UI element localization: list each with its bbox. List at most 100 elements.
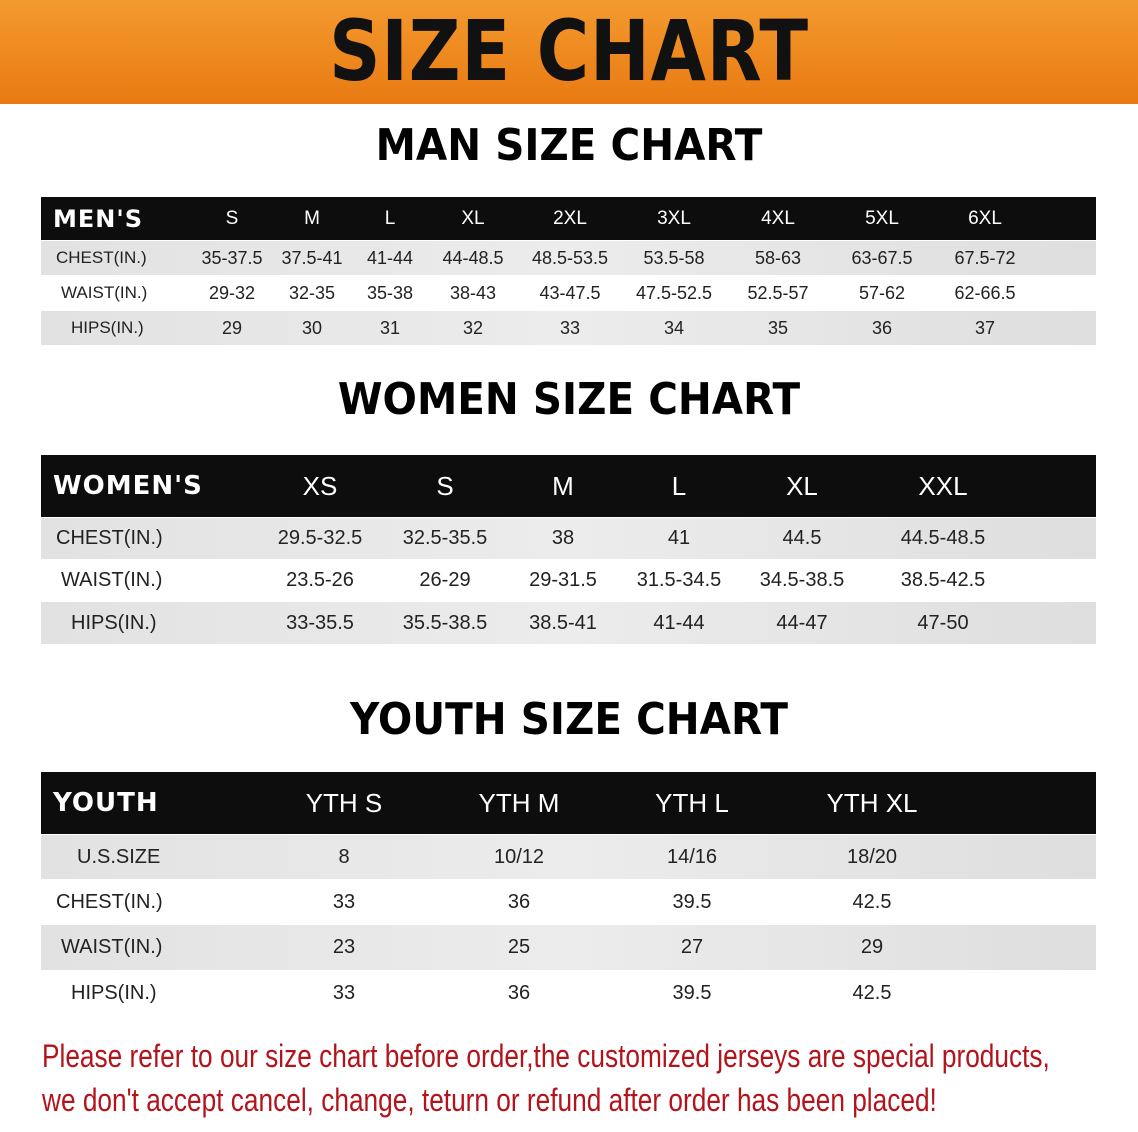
row-label: U.S.SIZE [77, 845, 161, 868]
table-cell: 35-38 [366, 282, 414, 303]
size-column-header: XL [786, 470, 818, 501]
size-column-header: M [304, 207, 320, 229]
table-cell: 29 [860, 936, 884, 958]
table-cell: 37.5-41 [281, 247, 343, 268]
notice-line-2: we don't accept cancel, change, teturn o… [42, 1082, 937, 1118]
row-label: CHEST(IN.) [56, 890, 163, 913]
table-header-row: YOUTH YTH S YTH M YTH L YTH XL [41, 772, 1096, 834]
table-header-row: MEN'S S M L XL 2XL 3XL 4XL 5XL 6XL [41, 197, 1096, 240]
table-cell: 38.5-42.5 [900, 569, 986, 591]
table-cell: 52.5-57 [747, 282, 809, 303]
table-cell: 41-44 [653, 611, 705, 634]
table-cell: 62-66.5 [954, 282, 1016, 303]
table-cell: 38-43 [449, 282, 497, 303]
table-cell: 31 [379, 317, 401, 338]
men-section-title: MAN SIZE CHART [375, 120, 763, 171]
size-column-header: 5XL [865, 207, 899, 229]
youth-section-title: YOUTH SIZE CHART [350, 694, 788, 745]
table-row: HIPS(IN.) 33-35.5 35.5-38.5 38.5-41 41-44 44-… [41, 602, 1096, 644]
table-cell: 27 [680, 936, 704, 958]
table-cell: 29.5-32.5 [277, 527, 363, 549]
table-cell: 26-29 [419, 569, 471, 591]
table-cell: 44-47 [776, 611, 828, 634]
table-cell: 32-35 [288, 282, 336, 303]
table-cell: 23.5-26 [286, 569, 354, 591]
table-cell: 36 [871, 317, 893, 338]
table-row: WAIST(IN.) 29-32 32-35 35-38 38-43 43-47.5 47.… [41, 276, 1096, 310]
title-banner: SIZE CHART [0, 0, 1138, 104]
table-cell: 29 [221, 317, 243, 338]
size-column-header: YTH L [655, 787, 729, 818]
table-cell: 35.5-38.5 [402, 611, 488, 634]
table-header-label: YOUTH [53, 788, 159, 818]
table-cell: 48.5-53.5 [531, 247, 609, 268]
size-column-header: YTH M [478, 787, 560, 818]
table-cell: 53.5-58 [643, 247, 705, 268]
size-column-header: YTH XL [826, 787, 918, 818]
size-column-header: 6XL [968, 207, 1002, 229]
size-column-header: M [552, 470, 574, 501]
table-cell: 44.5 [782, 527, 822, 549]
table-row: CHEST(IN.) 29.5-32.5 32.5-35.5 38 41 44.5 44.5… [41, 518, 1096, 559]
table-cell: 39.5 [672, 890, 712, 913]
row-label: HIPS(IN.) [71, 611, 157, 634]
table-cell: 42.5 [852, 981, 892, 1004]
size-column-header: 4XL [761, 207, 795, 229]
table-cell: 47-50 [917, 611, 969, 634]
size-column-header: S [225, 207, 239, 229]
table-cell: 41-44 [366, 247, 414, 268]
table-row: CHEST(IN.) 35-37.5 37.5-41 41-44 44-48.5 48.5… [41, 241, 1096, 275]
table-cell: 33 [559, 317, 581, 338]
table-cell: 31.5-34.5 [636, 569, 722, 591]
table-cell: 34.5-38.5 [759, 569, 845, 591]
table-cell: 32.5-35.5 [402, 527, 488, 549]
table-cell: 67.5-72 [954, 247, 1016, 268]
table-cell: 42.5 [852, 890, 892, 913]
table-header-label: WOMEN'S [53, 471, 203, 501]
row-label: WAIST(IN.) [61, 283, 148, 302]
size-column-header: XXL [918, 470, 968, 501]
table-cell: 36 [507, 890, 531, 913]
table-cell: 8 [338, 845, 350, 868]
table-cell: 32 [462, 317, 484, 338]
table-cell: 36 [507, 981, 531, 1004]
table-cell: 33 [332, 890, 356, 913]
table-cell: 38.5-41 [529, 611, 597, 634]
table-cell: 47.5-52.5 [635, 282, 713, 303]
table-cell: 39.5 [672, 981, 712, 1004]
banner-title: SIZE CHART [329, 2, 809, 100]
size-column-header: XS [302, 470, 338, 501]
notice-line-1: Please refer to our size chart before or… [42, 1038, 1050, 1074]
table-cell: 57-62 [858, 282, 906, 303]
table-row: WAIST(IN.) 23.5-26 26-29 29-31.5 31.5-34.5 34… [41, 560, 1096, 601]
size-column-header: 3XL [657, 207, 691, 229]
size-column-header: S [436, 470, 454, 501]
table-cell: 44-48.5 [442, 247, 504, 268]
table-row: WAIST(IN.) 23 25 27 29 [41, 925, 1096, 970]
women-section-title: WOMEN SIZE CHART [337, 374, 801, 425]
table-cell: 29-31.5 [529, 569, 597, 591]
table-cell: 33-35.5 [286, 611, 354, 634]
row-label: HIPS(IN.) [71, 318, 144, 337]
table-cell: 30 [301, 317, 323, 338]
table-row: CHEST(IN.) 33 36 39.5 42.5 [41, 880, 1096, 924]
table-cell: 63-67.5 [851, 247, 913, 268]
size-column-header: L [671, 470, 687, 501]
row-label: WAIST(IN.) [61, 569, 163, 591]
table-header-row: WOMEN'S XS S M L XL XXL [41, 455, 1096, 517]
table-header-label: MEN'S [53, 204, 143, 233]
table-row: U.S.SIZE 8 10/12 14/16 18/20 [41, 835, 1096, 879]
table-cell: 38 [551, 527, 575, 549]
row-label: WAIST(IN.) [61, 936, 163, 958]
table-cell: 34 [663, 317, 685, 338]
table-cell: 35 [767, 317, 789, 338]
row-label: CHEST(IN.) [56, 248, 147, 267]
table-cell: 25 [507, 936, 531, 958]
table-cell: 33 [332, 981, 356, 1004]
table-cell: 43-47.5 [539, 282, 601, 303]
table-row: HIPS(IN.) 29 30 31 32 33 34 35 36 37 [41, 311, 1096, 345]
row-label: HIPS(IN.) [71, 981, 157, 1004]
table-row: HIPS(IN.) 33 36 39.5 42.5 [41, 971, 1096, 1015]
table-cell: 44.5-48.5 [900, 527, 986, 549]
